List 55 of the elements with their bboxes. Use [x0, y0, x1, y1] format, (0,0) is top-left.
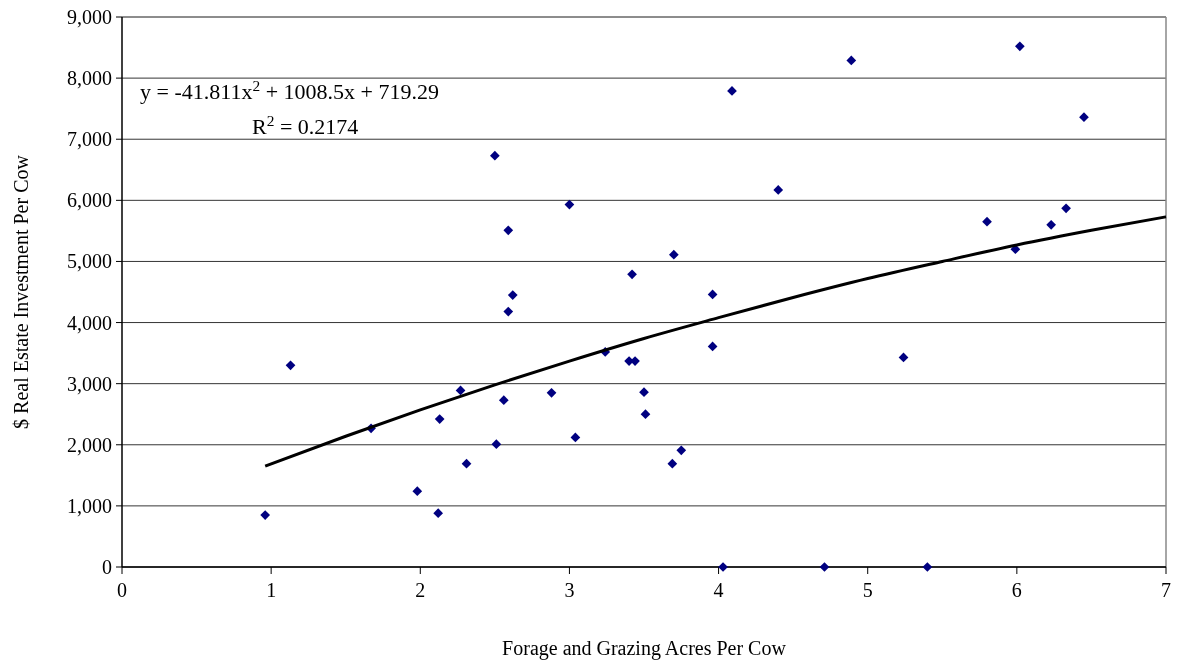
point [490, 150, 500, 161]
point [773, 185, 784, 195]
point [285, 360, 296, 371]
point [627, 269, 637, 280]
point [1061, 203, 1071, 214]
annotation: R$^{2}$ = 0.2174 [252, 111, 359, 139]
point [982, 216, 992, 227]
x-tick-label: 2 [415, 579, 426, 601]
point [676, 445, 687, 456]
point [498, 395, 509, 406]
point [433, 508, 444, 519]
point [564, 199, 575, 210]
x-tick-label: 0 [117, 579, 127, 601]
x-axis-title: Forage and Grazing Acres Per Cow [502, 637, 787, 660]
x-tick-label: 7 [1161, 579, 1171, 601]
x-tick-label: 4 [713, 579, 724, 601]
point [461, 458, 472, 469]
point [707, 341, 718, 352]
y-tick-label: 9,000 [67, 6, 112, 28]
y-tick-label: 4,000 [67, 311, 112, 334]
y-tick-label: 8,000 [67, 67, 112, 90]
y-tick-label: 1,000 [67, 494, 112, 517]
y-tick-label: 3,000 [67, 372, 112, 395]
point [640, 409, 651, 420]
y-axis-title: $ Real Estate Investment Per Cow [10, 154, 32, 429]
point [1079, 112, 1089, 123]
point [570, 432, 581, 443]
point [846, 55, 857, 66]
point [1046, 219, 1057, 230]
x-tick-label: 6 [1011, 579, 1022, 601]
point [455, 385, 466, 396]
x-tick-label: 5 [862, 579, 873, 601]
x-tick-label: 3 [564, 579, 575, 601]
x-tick-label: 1 [266, 579, 277, 601]
point [503, 225, 514, 236]
point [819, 562, 830, 572]
y-tick-label: 6,000 [67, 189, 112, 212]
point [260, 510, 271, 520]
point [668, 249, 679, 260]
point [491, 439, 502, 450]
point [546, 387, 557, 398]
y-tick-label: 2,000 [67, 433, 112, 456]
point [503, 306, 514, 317]
point [707, 289, 718, 300]
y-tick-label: 7,000 [67, 128, 112, 151]
y-tick-label: 5,000 [67, 250, 112, 273]
point [667, 458, 678, 469]
point [1014, 41, 1025, 52]
y-tick-label: 0 [102, 556, 112, 578]
annotation: y = -41.811x$^{2}$ + 1008.5x + 719.29 [140, 76, 439, 104]
point [639, 387, 649, 398]
point [434, 414, 445, 424]
point [507, 290, 518, 300]
point [412, 486, 423, 497]
point [922, 562, 933, 572]
